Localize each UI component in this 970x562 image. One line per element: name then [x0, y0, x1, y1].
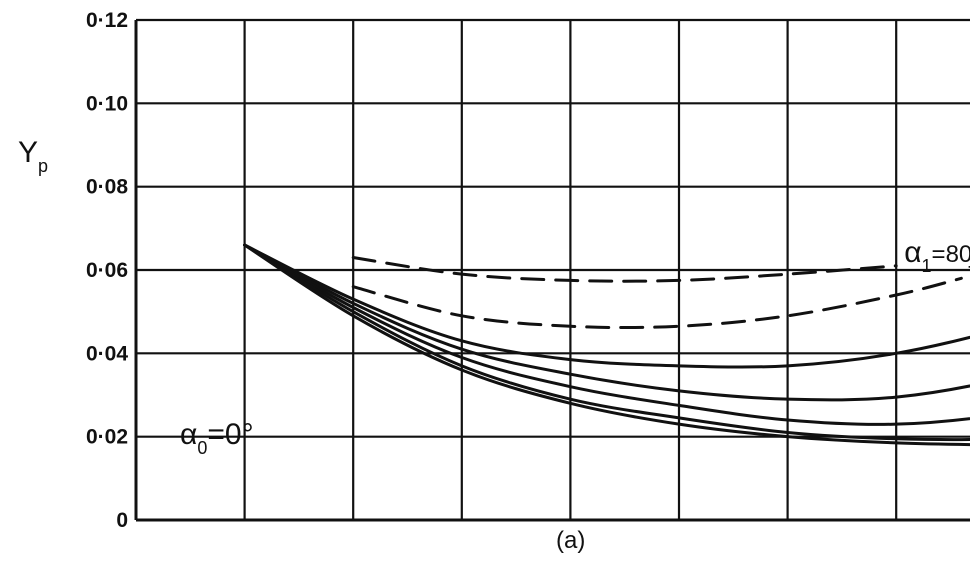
grid-lines: [134, 18, 970, 522]
curves: [243, 243, 970, 447]
curve-labels: α1=80°75°70°65°60°50°40°: [904, 236, 970, 289]
y-tick-label: 0·08: [86, 176, 128, 199]
curve-60: [243, 243, 970, 426]
y-tick-label: 0·06: [86, 259, 128, 282]
curve-50: [243, 243, 970, 442]
y-tick-label: 0: [116, 509, 128, 532]
y-tick-labels: 0 0·02 0·04 0·06 0·08 0·10 0·12: [86, 9, 128, 532]
alpha0-annotation: α0=0°: [180, 418, 254, 458]
panel-label: (a): [556, 527, 585, 554]
curve-65: [243, 243, 970, 402]
curve-40: [243, 243, 970, 447]
y-tick-label: 0·02: [86, 426, 128, 449]
curve-label-80: α1=80°: [904, 236, 970, 276]
y-tick-label: 0·12: [86, 9, 128, 32]
y-tick-label: 0·10: [86, 92, 128, 115]
y-tick-label: 0·04: [86, 342, 128, 365]
curve-75: [351, 276, 963, 330]
curve-80: [351, 256, 898, 283]
y-axis-label: Yp: [18, 136, 48, 176]
curve-70: [243, 243, 970, 369]
curve-label-75: 75°: [967, 261, 970, 288]
